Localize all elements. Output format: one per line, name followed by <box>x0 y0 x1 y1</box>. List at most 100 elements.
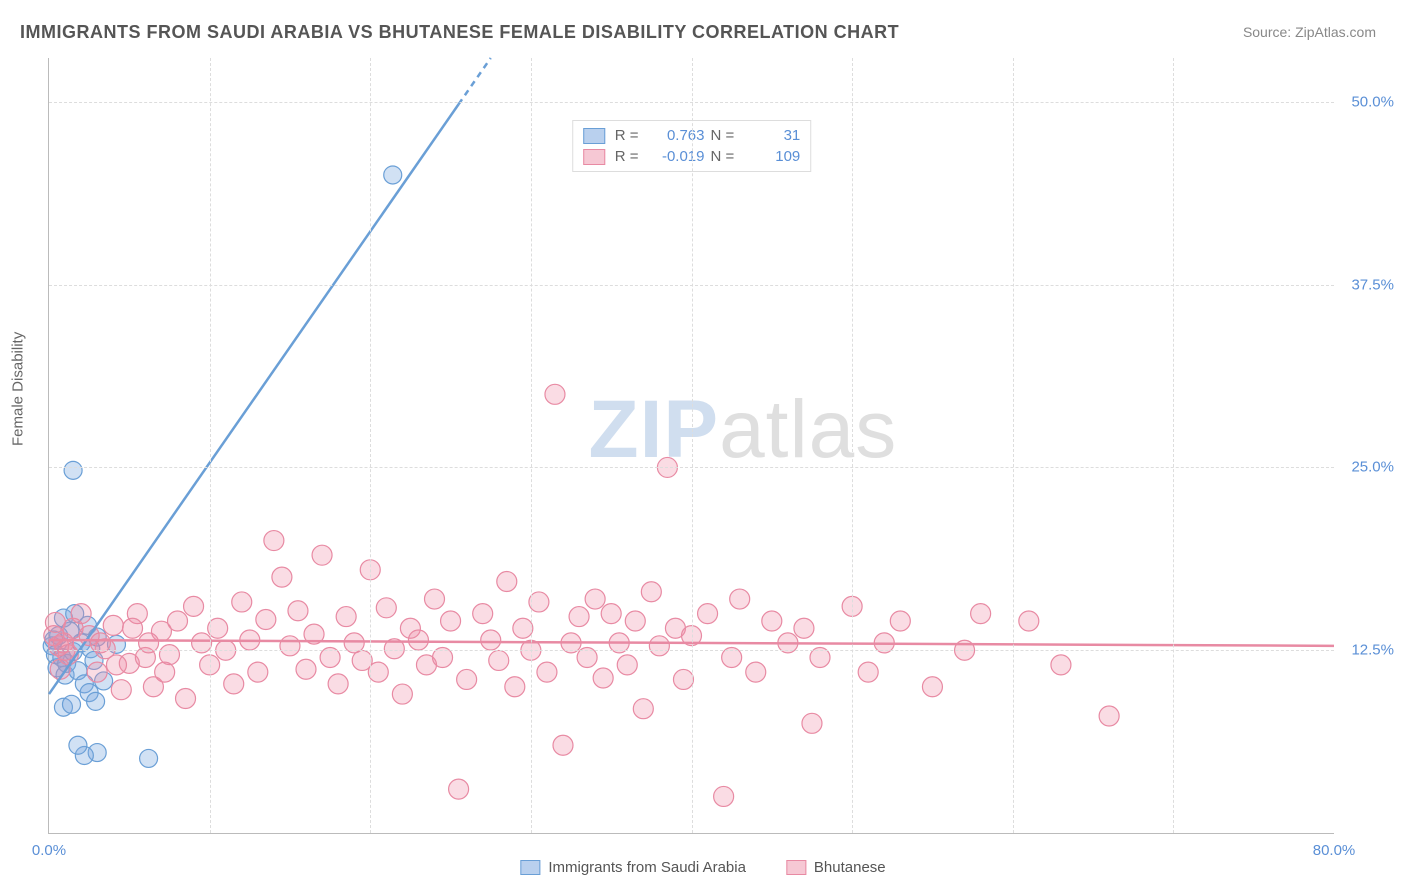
data-point-bhutanese <box>794 618 814 638</box>
gridline-v <box>370 58 371 833</box>
data-point-bhutanese <box>248 662 268 682</box>
gridline-v <box>531 58 532 833</box>
data-point-bhutanese <box>762 611 782 631</box>
data-point-bhutanese <box>288 601 308 621</box>
data-point-bhutanese <box>617 655 637 675</box>
data-point-bhutanese <box>184 596 204 616</box>
data-point-bhutanese <box>1099 706 1119 726</box>
data-point-bhutanese <box>585 589 605 609</box>
data-point-bhutanese <box>505 677 525 697</box>
data-point-bhutanese <box>922 677 942 697</box>
source-attribution: Source: ZipAtlas.com <box>1243 24 1376 40</box>
data-point-bhutanese <box>601 604 621 624</box>
data-point-bhutanese <box>111 680 131 700</box>
data-point-bhutanese <box>208 618 228 638</box>
data-point-bhutanese <box>802 713 822 733</box>
data-point-bhutanese <box>1019 611 1039 631</box>
trend-line-saudi <box>49 104 459 694</box>
data-point-bhutanese <box>641 582 661 602</box>
gridline-v <box>692 58 693 833</box>
legend-swatch-saudi <box>583 128 605 144</box>
data-point-bhutanese <box>296 659 316 679</box>
ytick-label: 25.0% <box>1339 459 1394 476</box>
data-point-bhutanese <box>312 545 332 565</box>
data-point-bhutanese <box>569 607 589 627</box>
data-point-saudi <box>384 166 402 184</box>
data-point-bhutanese <box>858 662 878 682</box>
data-point-bhutanese <box>336 607 356 627</box>
n-label: N = <box>711 148 735 165</box>
chart-title: IMMIGRANTS FROM SAUDI ARABIA VS BHUTANES… <box>20 22 899 43</box>
n-value-bhutanese: 109 <box>740 148 800 165</box>
series-legend: Immigrants from Saudi Arabia Bhutanese <box>520 859 885 876</box>
data-point-bhutanese <box>489 650 509 670</box>
ytick-label: 50.0% <box>1339 93 1394 110</box>
data-point-bhutanese <box>224 674 244 694</box>
data-point-bhutanese <box>159 645 179 665</box>
gridline-v <box>210 58 211 833</box>
data-point-bhutanese <box>673 669 693 689</box>
data-point-bhutanese <box>633 699 653 719</box>
data-point-bhutanese <box>714 786 734 806</box>
data-point-bhutanese <box>529 592 549 612</box>
ytick-label: 37.5% <box>1339 276 1394 293</box>
data-point-bhutanese <box>649 636 669 656</box>
r-value-saudi: 0.763 <box>645 127 705 144</box>
data-point-bhutanese <box>368 662 388 682</box>
data-point-bhutanese <box>473 604 493 624</box>
trend-line-saudi-dashed <box>459 58 491 104</box>
data-point-bhutanese <box>232 592 252 612</box>
data-point-bhutanese <box>280 636 300 656</box>
n-value-saudi: 31 <box>740 127 800 144</box>
data-point-bhutanese <box>168 611 188 631</box>
data-point-bhutanese <box>481 630 501 650</box>
data-point-bhutanese <box>256 610 276 630</box>
series-name-saudi: Immigrants from Saudi Arabia <box>548 859 746 876</box>
series-legend-saudi: Immigrants from Saudi Arabia <box>520 859 746 876</box>
data-point-bhutanese <box>457 669 477 689</box>
data-point-bhutanese <box>272 567 292 587</box>
data-point-bhutanese <box>698 604 718 624</box>
ytick-label: 12.5% <box>1339 642 1394 659</box>
gridline-v <box>852 58 853 833</box>
data-point-bhutanese <box>971 604 991 624</box>
data-point-bhutanese <box>545 384 565 404</box>
gridline-v <box>1173 58 1174 833</box>
data-point-saudi <box>87 692 105 710</box>
data-point-saudi <box>64 461 82 479</box>
data-point-bhutanese <box>537 662 557 682</box>
legend-swatch-bhutanese <box>583 149 605 165</box>
data-point-bhutanese <box>45 612 65 632</box>
data-point-bhutanese <box>106 655 126 675</box>
data-point-bhutanese <box>87 662 107 682</box>
data-point-bhutanese <box>513 618 533 638</box>
data-point-bhutanese <box>890 611 910 631</box>
data-point-bhutanese <box>103 615 123 635</box>
data-point-bhutanese <box>425 589 445 609</box>
data-point-bhutanese <box>497 571 517 591</box>
xtick-label: 80.0% <box>1313 842 1356 859</box>
legend-swatch-saudi-bottom <box>520 860 540 875</box>
data-point-saudi <box>140 749 158 767</box>
data-point-bhutanese <box>625 611 645 631</box>
data-point-bhutanese <box>553 735 573 755</box>
data-point-bhutanese <box>593 668 613 688</box>
source-link[interactable]: ZipAtlas.com <box>1295 24 1376 40</box>
series-legend-bhutanese: Bhutanese <box>786 859 886 876</box>
data-point-bhutanese <box>376 598 396 618</box>
data-point-bhutanese <box>155 662 175 682</box>
r-label: R = <box>615 148 639 165</box>
data-point-bhutanese <box>449 779 469 799</box>
data-point-bhutanese <box>328 674 348 694</box>
data-point-bhutanese <box>408 630 428 650</box>
r-value-bhutanese: -0.019 <box>645 148 705 165</box>
data-point-bhutanese <box>746 662 766 682</box>
r-label: R = <box>615 127 639 144</box>
y-axis-title: Female Disability <box>10 332 27 446</box>
chart-plot-area: ZIPatlas R = 0.763 N = 31 R = -0.019 N =… <box>48 58 1334 834</box>
data-point-saudi <box>69 736 87 754</box>
data-point-saudi <box>62 695 80 713</box>
xtick-label: 0.0% <box>32 842 66 859</box>
series-name-bhutanese: Bhutanese <box>814 859 886 876</box>
legend-swatch-bhutanese-bottom <box>786 860 806 875</box>
